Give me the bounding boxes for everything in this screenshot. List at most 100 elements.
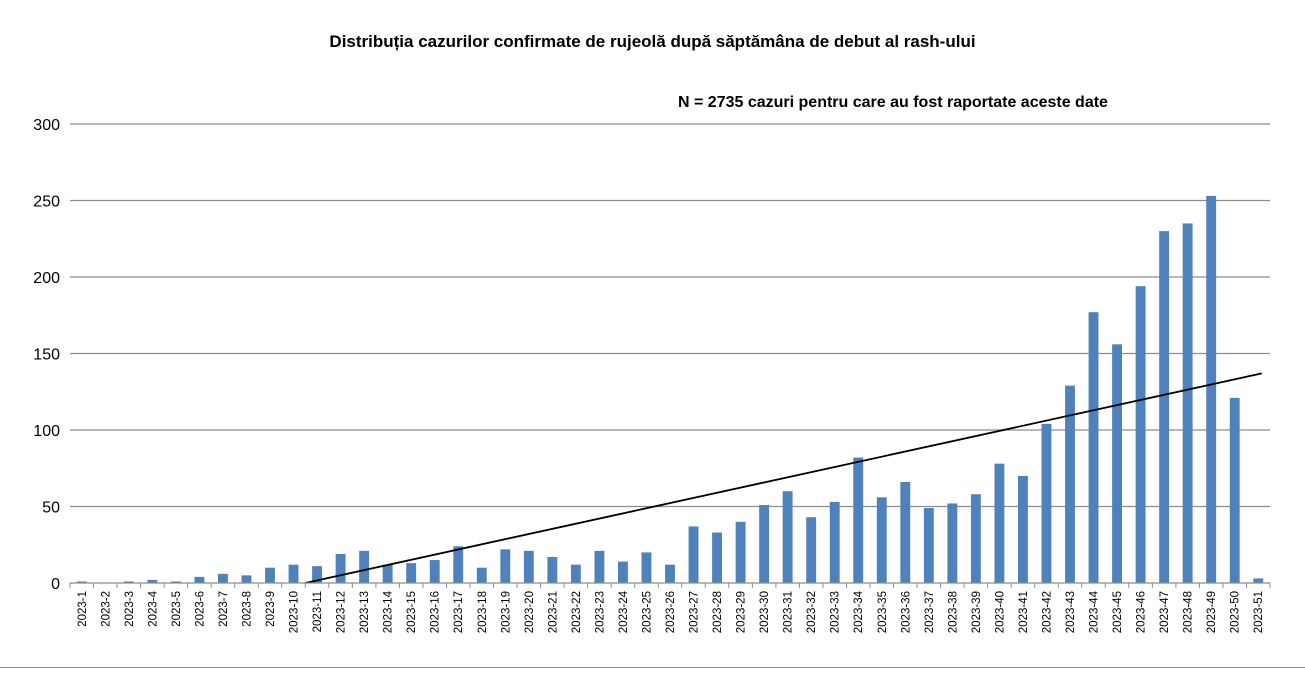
bar <box>288 564 299 583</box>
x-tick-label: 2023-16 <box>430 591 442 633</box>
bar <box>1065 385 1075 583</box>
bar <box>312 566 322 583</box>
x-tick-label: 2023-43 <box>1065 591 1077 633</box>
bar <box>970 494 981 583</box>
x-tick-label: 2023-7 <box>218 591 230 627</box>
x-tick-label: 2023-28 <box>712 591 724 633</box>
x-tick-label: 2023-51 <box>1253 591 1265 633</box>
y-tick-label: 0 <box>51 576 60 593</box>
bar <box>594 550 605 583</box>
bar <box>1041 423 1052 583</box>
bar <box>241 575 252 583</box>
bar <box>382 564 393 583</box>
bar <box>1253 578 1264 583</box>
x-tick-label: 2023-37 <box>924 591 936 633</box>
y-tick-label: 300 <box>33 117 60 134</box>
x-tick-label: 2023-20 <box>524 591 536 633</box>
bar <box>429 560 440 583</box>
bar <box>265 567 275 583</box>
x-tick-label: 2023-3 <box>124 591 136 627</box>
x-tick-label: 2023-40 <box>994 591 1006 633</box>
x-tick-label: 2023-4 <box>147 590 159 626</box>
x-tick-label: 2023-25 <box>641 591 653 633</box>
chart-title: Distribuția cazurilor confirmate de ruje… <box>329 32 976 51</box>
y-tick-label: 200 <box>33 270 60 287</box>
bar <box>618 561 628 583</box>
x-tick-label: 2023-41 <box>1018 591 1030 633</box>
bar <box>735 521 746 583</box>
bar <box>1018 475 1028 583</box>
axes: 0 50 100 150 200 250 300 2023-1 2023-2 2023-3 2023… <box>33 117 1271 633</box>
x-tick-label: 2023-14 <box>383 590 395 633</box>
x-tick-label: 2023-50 <box>1230 591 1242 633</box>
bar <box>688 526 699 583</box>
bar <box>1229 397 1240 583</box>
x-tick-label: 2023-5 <box>171 591 183 627</box>
bar <box>335 553 346 583</box>
x-tick-label: 2023-33 <box>830 591 842 633</box>
x-tick-label: 2023-8 <box>241 591 253 627</box>
bar <box>900 482 911 583</box>
x-tick-label: 2023-2 <box>100 591 112 627</box>
bar <box>947 503 958 583</box>
x-tick-label: 2023-22 <box>571 591 583 633</box>
bar <box>194 576 205 583</box>
x-tick-label: 2023-15 <box>406 591 418 633</box>
bar <box>1088 312 1099 583</box>
bar <box>1159 231 1170 583</box>
bars <box>76 195 1264 583</box>
x-tick-label: 2023-45 <box>1112 591 1124 633</box>
x-tick-label: 2023-9 <box>265 591 277 627</box>
x-tick-label: 2023-29 <box>736 591 748 633</box>
bar <box>547 556 558 583</box>
bar <box>665 564 675 583</box>
bar <box>406 563 417 583</box>
bar <box>147 579 158 583</box>
x-tick-label: 2023-10 <box>289 591 301 633</box>
x-tick-label: 2023-1 <box>77 591 89 627</box>
x-tick-label: 2023-34 <box>853 590 865 633</box>
bar <box>76 581 87 583</box>
x-tick-label: 2023-11 <box>312 591 324 632</box>
bar <box>806 517 817 583</box>
x-tick-label: 2023-47 <box>1159 591 1171 633</box>
trendline-layer <box>305 372 1262 584</box>
chart-annotation: N = 2735 cazuri pentru care au fost rapo… <box>678 94 1108 111</box>
trendline <box>305 372 1262 584</box>
x-tick-label: 2023-12 <box>336 591 348 633</box>
bar <box>523 550 534 583</box>
x-tick-label: 2023-39 <box>971 591 983 633</box>
x-tick-label: 2023-6 <box>194 591 206 627</box>
bar <box>759 504 770 583</box>
bottom-divider <box>0 667 1305 668</box>
x-tick-label: 2023-23 <box>594 591 606 633</box>
x-tick-label: 2023-17 <box>453 591 465 633</box>
bar <box>782 491 793 583</box>
x-tick-label: 2023-27 <box>689 591 701 633</box>
x-tick-label: 2023-26 <box>665 591 677 633</box>
x-tick-label: 2023-13 <box>359 591 371 633</box>
x-tick-label: 2023-19 <box>500 591 512 633</box>
x-tick-label: 2023-35 <box>877 591 889 633</box>
y-tick-label: 50 <box>42 500 60 517</box>
x-tick-label: 2023-49 <box>1206 591 1218 633</box>
bar <box>570 564 581 583</box>
bar <box>500 549 511 583</box>
x-tick-label: 2023-30 <box>759 591 771 633</box>
bar <box>641 552 652 583</box>
bar <box>923 508 934 583</box>
bar <box>1182 223 1193 583</box>
bar <box>994 463 1005 583</box>
bar <box>853 457 864 583</box>
bar <box>476 567 487 583</box>
x-tick-label: 2023-31 <box>783 591 795 633</box>
bar <box>1135 286 1146 583</box>
x-tick-label: 2023-36 <box>900 591 912 633</box>
bar <box>453 546 464 583</box>
x-tick-label: 2023-24 <box>618 590 630 633</box>
y-tick-label: 150 <box>33 347 60 364</box>
bar <box>876 497 887 583</box>
bar <box>359 550 370 583</box>
x-tick-label: 2023-21 <box>547 591 559 633</box>
